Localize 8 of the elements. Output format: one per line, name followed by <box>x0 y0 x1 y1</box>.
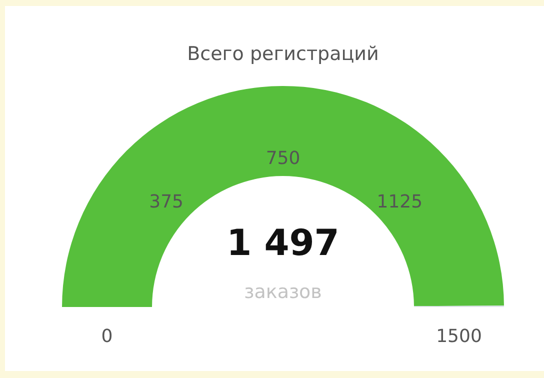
text: заказов <box>244 281 322 304</box>
chart-title: Всего регистраций <box>187 43 379 66</box>
text: 1125 <box>376 191 423 212</box>
text: 1500 <box>436 326 482 347</box>
text: 375 <box>149 191 184 212</box>
text: 0 <box>101 326 113 347</box>
data-label: 1 497 <box>226 222 340 264</box>
text: 750 <box>266 148 300 169</box>
